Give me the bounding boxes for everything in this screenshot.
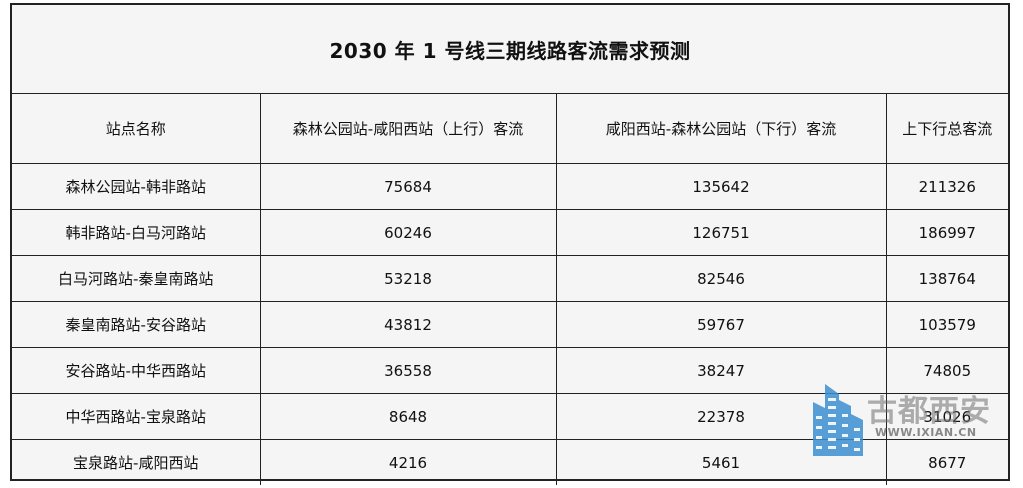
column-header-station: 站点名称 [12,94,261,164]
station-segment-cell: 安谷路站-中华西路站 [12,347,261,394]
table-row: 宝泉路站-咸阳西站 4216 5461 8677 [12,439,1008,485]
station-segment-cell: 中华西路站-宝泉路站 [12,393,261,440]
up-flow-cell: 4216 [260,439,557,485]
column-header-down-flow: 咸阳西站-森林公园站（下行）客流 [556,94,887,164]
table-row: 安谷路站-中华西路站 36558 38247 74805 [12,347,1008,394]
down-flow-cell: 38247 [556,347,887,394]
station-segment-cell: 秦皇南路站-安谷路站 [12,301,261,348]
up-flow-cell: 60246 [260,209,557,256]
up-flow-cell: 53218 [260,255,557,302]
down-flow-cell: 135642 [556,163,887,210]
total-flow-cell: 74805 [886,347,1008,394]
total-flow-cell: 138764 [886,255,1008,302]
total-flow-cell: 8677 [928,453,967,472]
passenger-flow-table: 站点名称 森林公园站-咸阳西站（上行）客流 咸阳西站-森林公园站（下行）客流 上… [12,94,1008,485]
down-flow-cell: 126751 [556,209,887,256]
table-row: 韩非路站-白马河路站 60246 126751 186997 [12,209,1008,256]
total-flow-cell: 103579 [886,301,1008,348]
table-row: 白马河路站-秦皇南路站 53218 82546 138764 [12,255,1008,302]
total-flow-cell: 211326 [886,163,1008,210]
station-segment-cell: 白马河路站-秦皇南路站 [12,255,261,302]
station-segment-cell: 宝泉路站-咸阳西站 [12,439,261,485]
down-flow-cell: 22378 [556,393,887,440]
down-flow-cell: 5461 [556,439,887,485]
up-flow-cell: 43812 [260,301,557,348]
column-header-up-flow: 森林公园站-咸阳西站（上行）客流 [260,94,557,164]
up-flow-cell: 8648 [260,393,557,440]
header-row: 站点名称 森林公园站-咸阳西站（上行）客流 咸阳西站-森林公园站（下行）客流 上… [12,94,1008,164]
up-flow-cell: 36558 [260,347,557,394]
down-flow-cell: 59767 [556,301,887,348]
down-flow-cell: 82546 [556,255,887,302]
station-segment-cell: 韩非路站-白马河路站 [12,209,261,256]
table-title-row: 2030 年 1 号线三期线路客流需求预测 [12,5,1008,94]
table-row: 秦皇南路站-安谷路站 43812 59767 103579 [12,301,1008,348]
table-title: 2030 年 1 号线三期线路客流需求预测 [329,38,691,63]
total-flow-cell: 186997 [886,209,1008,256]
table-row: 中华西路站-宝泉路站 8648 22378 31026 [12,393,1008,440]
column-header-total-flow: 上下行总客流 [886,94,1008,164]
table-row: 森林公园站-韩非路站 75684 135642 211326 [12,163,1008,210]
total-flow-cell: 31026 [886,393,1008,440]
station-segment-cell: 森林公园站-韩非路站 [12,163,261,210]
forecast-table-container: 2030 年 1 号线三期线路客流需求预测 站点名称 森林公园站-咸阳西站（上行… [10,3,1010,485]
up-flow-cell: 75684 [260,163,557,210]
